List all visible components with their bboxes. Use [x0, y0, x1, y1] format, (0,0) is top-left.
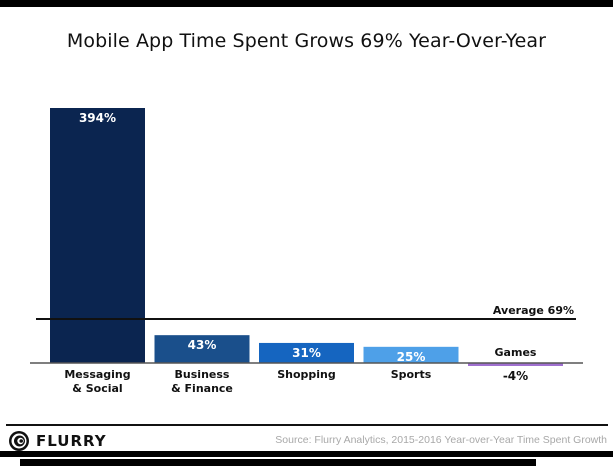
bar-value-label: -4%	[503, 369, 528, 383]
chart-title: Mobile App Time Spent Grows 69% Year-Ove…	[66, 30, 547, 52]
category-label: Business & Finance	[171, 368, 233, 395]
bottom-border-bar-2	[20, 459, 536, 466]
category-label: Games	[495, 346, 537, 359]
bar-sports	[363, 346, 459, 363]
bar-value-label: 43%	[188, 338, 217, 352]
flurry-logo: FLURRY	[8, 430, 107, 452]
average-label: Average 69%	[493, 304, 574, 317]
flurry-swirl-icon	[9, 431, 29, 451]
bottom-border-bar	[0, 451, 613, 457]
category-label: Sports	[391, 368, 432, 381]
bar-games	[468, 363, 563, 366]
bar-value-label: 394%	[79, 111, 116, 125]
bar-shopping	[259, 342, 354, 363]
brand-name: FLURRY	[36, 432, 107, 450]
bar-messaging-social	[50, 108, 145, 363]
top-border-bar	[0, 0, 613, 7]
bar-business-finance	[154, 335, 250, 363]
category-label: Messaging & Social	[64, 368, 130, 395]
category-label: Shopping	[277, 368, 336, 381]
bar-value-label: 25%	[397, 350, 426, 364]
source-note: Source: Flurry Analytics, 2015-2016 Year…	[275, 434, 607, 446]
footer-divider	[6, 424, 608, 426]
bar-value-label: 31%	[292, 346, 321, 360]
